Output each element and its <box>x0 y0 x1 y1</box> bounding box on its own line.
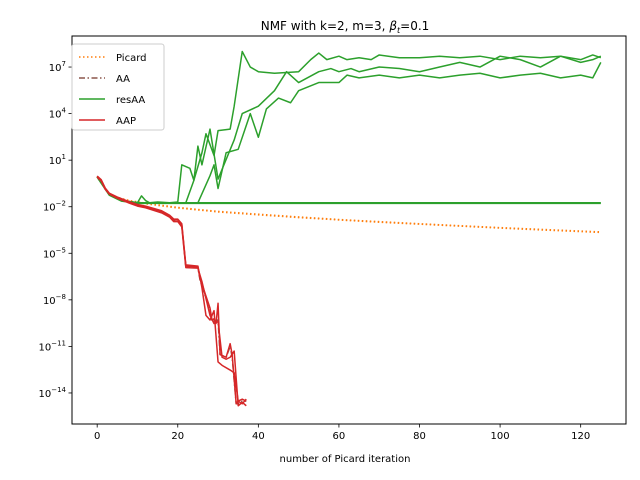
x-tick-label: 40 <box>252 431 265 442</box>
y-tick-label: 10−5 <box>43 246 66 260</box>
series-layer <box>96 50 602 407</box>
x-tick-label: 120 <box>571 431 590 442</box>
y-tick-label: 10−14 <box>38 386 66 400</box>
y-tick-label: 107 <box>49 60 66 74</box>
plot-area-frame <box>71 35 627 425</box>
series-line-aap-10 <box>96 175 247 402</box>
series-line-resaa-7 <box>96 62 602 204</box>
y-tick-label: 10−8 <box>43 293 66 307</box>
y-tick-label: 101 <box>49 153 66 167</box>
x-tick-label: 60 <box>333 431 346 442</box>
x-axis-title: number of Picard iteration <box>280 454 411 465</box>
legend-label-aa: AA <box>116 74 130 85</box>
y-tick-label: 104 <box>49 107 67 121</box>
legend: Picard AA resAA AAP <box>71 43 165 131</box>
y-tick-label: 10−2 <box>43 200 66 214</box>
series-line-resaa-6 <box>96 55 602 204</box>
x-tick-label: 100 <box>491 431 510 442</box>
ticks-layer: 0 20 40 60 80 100 120 10−14 10−11 10−8 10−5 10−2 101… <box>38 60 590 442</box>
legend-label-picard: Picard <box>116 53 147 64</box>
x-tick-label: 20 <box>171 431 184 442</box>
chart-title-main: NMF with k=2, m=3, <box>261 19 390 33</box>
x-tick-label: 0 <box>94 431 100 442</box>
chart-title-beta-value: =0.1 <box>400 19 429 33</box>
legend-label-resaa: resAA <box>116 95 145 106</box>
chart-title-beta: β <box>388 19 397 33</box>
chart-title: NMF with k=2, m=3, βt=0.1 <box>261 19 430 35</box>
y-tick-label: 10−11 <box>38 339 66 353</box>
legend-label-aap: AAP <box>116 116 136 127</box>
legend-frame <box>71 43 165 131</box>
x-tick-label: 80 <box>413 431 426 442</box>
chart-title-beta-subscript: t <box>397 26 401 35</box>
